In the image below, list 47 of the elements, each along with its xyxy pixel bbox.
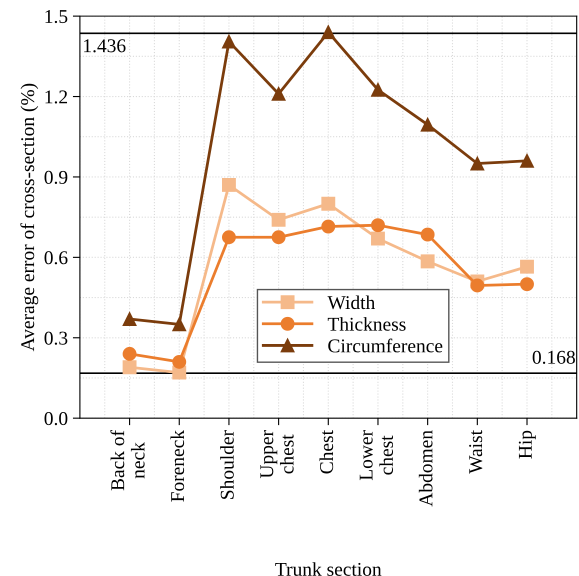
point bbox=[122, 312, 137, 326]
x-tick-label: Shoulder bbox=[220, 430, 234, 499]
point bbox=[122, 346, 137, 361]
x-tick-label: Chest bbox=[319, 430, 334, 474]
x-tick-label: Abdomen bbox=[418, 430, 433, 506]
point bbox=[222, 178, 236, 192]
y-tick-label: 0.9 bbox=[44, 170, 68, 184]
point bbox=[470, 278, 484, 292]
point bbox=[470, 156, 484, 170]
legend-label: Circumference bbox=[328, 338, 442, 352]
point bbox=[371, 218, 385, 232]
x-tick-label: Hip bbox=[518, 430, 536, 459]
ref-line-label: 0.168 bbox=[532, 350, 575, 364]
point bbox=[272, 212, 286, 227]
point bbox=[520, 154, 534, 168]
x-tick-label: Upper chest bbox=[260, 430, 294, 478]
y-tick-label: 0.3 bbox=[44, 332, 68, 345]
x-axis-title: Trunk section bbox=[275, 562, 382, 576]
y-tick-label: 1.5 bbox=[46, 10, 68, 24]
point bbox=[520, 260, 534, 274]
x-tick-label: Foreneck bbox=[170, 430, 184, 502]
y-tick-label: 1.2 bbox=[46, 90, 68, 104]
point bbox=[172, 317, 186, 332]
point bbox=[321, 196, 336, 211]
point bbox=[122, 360, 137, 374]
legend-label: Width bbox=[327, 295, 376, 310]
point bbox=[272, 230, 286, 244]
ref-line-label: 1.436 bbox=[84, 39, 126, 52]
point bbox=[222, 230, 236, 244]
point bbox=[172, 354, 186, 369]
point bbox=[420, 254, 435, 268]
x-tick-label: Lower chest bbox=[360, 430, 394, 480]
legend-label: Thickness bbox=[328, 317, 406, 331]
point bbox=[371, 232, 385, 246]
x-tick-label: Back of neck bbox=[110, 430, 145, 490]
y-axis-title: Average error of cross-section (%) bbox=[20, 84, 38, 352]
y-tick-label: 0.0 bbox=[44, 412, 68, 426]
point bbox=[371, 82, 385, 97]
point bbox=[420, 118, 435, 132]
point bbox=[420, 228, 435, 242]
point bbox=[321, 25, 336, 40]
point bbox=[222, 34, 236, 49]
x-tick-label: Waist bbox=[469, 430, 482, 474]
y-tick-label: 0.6 bbox=[44, 251, 68, 264]
point bbox=[520, 277, 534, 292]
point bbox=[321, 220, 336, 234]
point bbox=[272, 86, 286, 101]
